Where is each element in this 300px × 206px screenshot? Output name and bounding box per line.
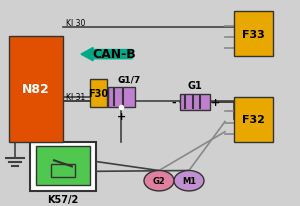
Text: +: +: [212, 98, 220, 108]
Bar: [234, 97, 273, 142]
Text: G1/7: G1/7: [117, 75, 141, 84]
Circle shape: [174, 171, 204, 191]
Bar: [234, 12, 273, 57]
FancyArrow shape: [81, 48, 132, 61]
Text: KI 30: KI 30: [66, 18, 86, 27]
Bar: [51, 165, 75, 177]
Text: G1: G1: [188, 81, 202, 90]
Text: G2: G2: [153, 176, 165, 185]
Text: -: -: [119, 76, 124, 86]
Text: M1: M1: [182, 176, 196, 185]
Text: F33: F33: [242, 30, 265, 40]
Text: N82: N82: [22, 83, 50, 96]
Text: F30: F30: [88, 89, 108, 98]
Text: KI 31: KI 31: [66, 92, 85, 102]
Bar: [90, 79, 106, 108]
Text: -: -: [172, 98, 176, 108]
Bar: [36, 146, 90, 185]
Bar: [180, 95, 210, 111]
Text: CAN-B: CAN-B: [92, 47, 136, 60]
Text: +: +: [117, 112, 126, 122]
Bar: [9, 37, 63, 142]
Circle shape: [144, 171, 174, 191]
Bar: [30, 142, 96, 191]
Bar: [108, 87, 135, 108]
Text: K57/2: K57/2: [47, 194, 79, 204]
Text: F32: F32: [242, 115, 265, 125]
